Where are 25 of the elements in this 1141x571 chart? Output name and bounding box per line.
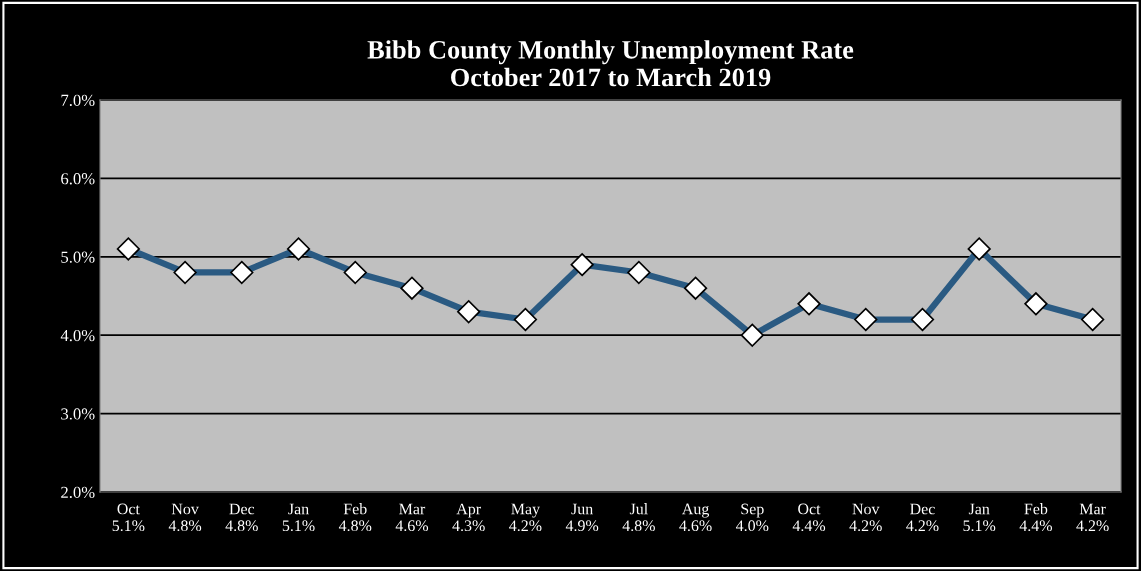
x-tick-label: Jul 4.8%	[622, 503, 655, 532]
x-tick-label: Jun 4.9%	[565, 503, 599, 532]
x-tick-label: Oct 4.4%	[792, 503, 826, 532]
x-tick-label: Mar 4.6%	[395, 503, 429, 532]
y-tick-label: 7.0%	[61, 94, 95, 107]
chart-title: Bibb County Monthly Unemployment Rate October 2017 to March 2019	[367, 40, 854, 87]
x-tick-label: Nov 4.2%	[849, 503, 882, 532]
x-tick-label: Dec 4.8%	[225, 503, 258, 532]
y-tick-label: 5.0%	[61, 251, 95, 263]
x-tick-label: Oct 5.1%	[112, 503, 145, 532]
x-tick-label: Jan 5.1%	[963, 503, 996, 532]
y-tick-label: 2.0%	[61, 486, 95, 499]
y-tick-label: 3.0%	[61, 408, 95, 420]
x-tick-label: Apr 4.3%	[452, 503, 485, 532]
x-tick-label: Feb 4.4%	[1019, 503, 1053, 532]
y-tick-label: 4.0%	[60, 329, 95, 342]
x-tick-label: Mar 4.2%	[1076, 503, 1109, 532]
x-tick-label: May 4.2%	[509, 503, 542, 532]
x-tick-label: Feb 4.8%	[338, 503, 372, 532]
x-tick-label: Nov 4.8%	[168, 503, 202, 532]
x-tick-label: Sep 4.0%	[735, 503, 769, 532]
x-tick-label: Jan 5.1%	[282, 503, 315, 532]
x-tick-label: Aug 4.6%	[679, 503, 712, 532]
y-tick-label: 6.0%	[61, 173, 95, 185]
x-tick-label: Dec 4.2%	[906, 503, 939, 532]
